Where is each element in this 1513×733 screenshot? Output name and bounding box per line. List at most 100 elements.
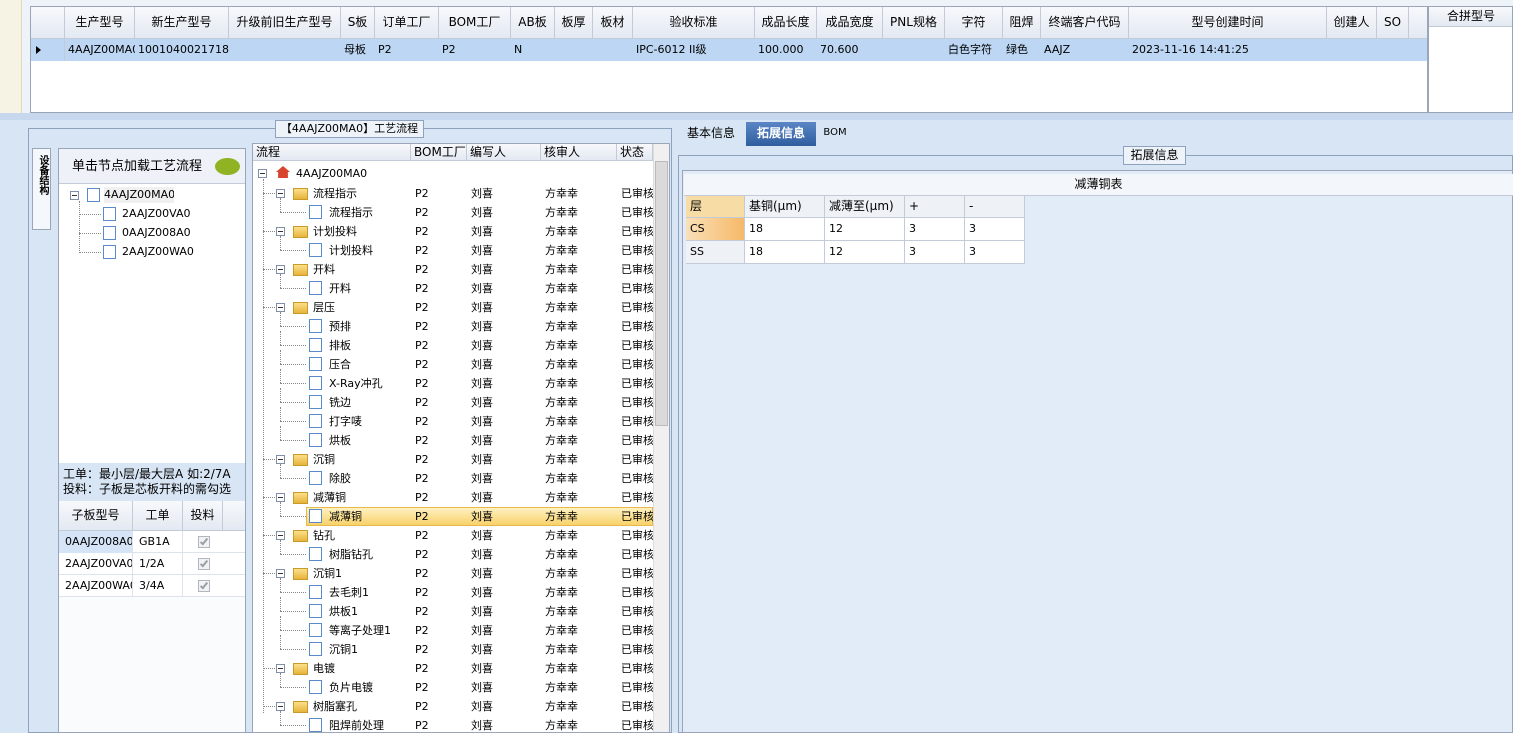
flow-node-label: 电镀 <box>313 662 335 675</box>
expand-box[interactable] <box>276 455 285 464</box>
sub-table-header[interactable]: 子板型号 <box>59 501 133 531</box>
tree-root[interactable]: 4AAJZ00MA0 <box>104 187 174 203</box>
flow-cell: 已审核 <box>621 529 653 542</box>
table-cell[interactable]: 3 <box>965 241 1025 264</box>
column-header[interactable]: BOM工厂 <box>439 7 511 39</box>
sub-table-header[interactable]: 投料 <box>183 501 223 531</box>
column-header[interactable]: 型号创建时间 <box>1129 7 1327 39</box>
flow-cell: 刘喜 <box>471 453 493 466</box>
table-cell[interactable]: 3 <box>905 218 965 241</box>
flow-node-label: 沉铜1 <box>329 643 358 656</box>
column-header[interactable]: 终端客户代码 <box>1041 7 1129 39</box>
flow-column-header[interactable]: 核审人 <box>541 144 617 161</box>
hint-bubble <box>215 158 240 175</box>
column-header[interactable]: AB板 <box>511 7 555 39</box>
table-cell[interactable]: 12 <box>825 241 905 264</box>
table-header[interactable]: 层 <box>686 196 745 218</box>
flow-group-title: 【4AAJZ00MA0】工艺流程 <box>275 120 424 138</box>
table-cell[interactable]: 18 <box>745 218 825 241</box>
column-header[interactable]: 阻焊 <box>1003 7 1041 39</box>
flow-cell: 刘喜 <box>471 377 493 390</box>
column-header[interactable]: 成品宽度 <box>817 7 883 39</box>
scrollbar-thumb[interactable] <box>655 161 668 426</box>
flow-node-label: 除胶 <box>329 472 351 485</box>
row-header-corner <box>31 7 65 39</box>
sub-table-cell: 0AAJZ008A0 <box>59 531 133 553</box>
expand-box[interactable] <box>276 303 285 312</box>
column-header[interactable]: 板厚 <box>555 7 593 39</box>
column-header[interactable]: 订单工厂 <box>375 7 439 39</box>
flow-cell: 已审核 <box>621 377 653 390</box>
document-icon <box>309 376 322 390</box>
flow-column-header[interactable]: 状态 <box>617 144 653 161</box>
sub-table-checkbox[interactable] <box>198 558 210 570</box>
column-header[interactable]: 生产型号 <box>65 7 135 39</box>
expand-box[interactable] <box>276 493 285 502</box>
flow-column-header[interactable]: 编写人 <box>467 144 541 161</box>
flow-cell: 已审核 <box>621 700 653 713</box>
tree-line <box>280 611 306 612</box>
flow-node-label: 铣边 <box>329 396 351 409</box>
expand-box[interactable] <box>258 169 267 178</box>
expand-minus <box>260 173 265 174</box>
column-header[interactable]: 创建人 <box>1327 7 1377 39</box>
table-cell[interactable]: 3 <box>965 218 1025 241</box>
sub-table-header-filler <box>223 501 245 531</box>
expand-box[interactable] <box>276 265 285 274</box>
table-cell[interactable]: 12 <box>825 218 905 241</box>
table-header[interactable]: 基铜(μm) <box>745 196 825 218</box>
column-header[interactable]: S板 <box>341 7 375 39</box>
tree-line <box>280 478 306 479</box>
flow-column-header[interactable]: BOM工厂 <box>411 144 467 161</box>
side-tab[interactable]: 设备结构 <box>32 148 51 230</box>
detail-tab[interactable]: BOM <box>823 127 847 138</box>
tree-node[interactable]: 2AAJZ00VA0 <box>122 207 191 220</box>
tree-node[interactable]: 2AAJZ00WA0 <box>122 245 194 258</box>
flow-node-label: 流程指示 <box>329 206 373 219</box>
column-header[interactable]: 板材 <box>593 7 633 39</box>
column-header[interactable]: PNL规格 <box>883 7 945 39</box>
flow-cell: P2 <box>415 206 429 219</box>
column-header[interactable]: SO <box>1377 7 1409 39</box>
expand-box[interactable] <box>276 569 285 578</box>
selected-row[interactable] <box>306 507 653 526</box>
flow-column-header[interactable]: 流程 <box>253 144 411 161</box>
grid-row[interactable] <box>65 39 1427 61</box>
table-cell[interactable]: 18 <box>745 241 825 264</box>
flow-node-label: 减薄铜 <box>329 510 362 523</box>
table-cell[interactable]: SS <box>686 241 745 264</box>
column-header[interactable]: 升级前旧生产型号 <box>229 7 341 39</box>
table-header[interactable]: 减薄至(μm) <box>825 196 905 218</box>
tree-node[interactable]: 0AAJZ008A0 <box>122 226 191 239</box>
expand-box[interactable] <box>70 191 79 200</box>
tree-line <box>280 502 281 516</box>
column-header[interactable]: 验收标准 <box>633 7 755 39</box>
expand-box[interactable] <box>276 189 285 198</box>
table-cell[interactable]: CS <box>686 218 745 241</box>
column-header[interactable]: 成品长度 <box>755 7 817 39</box>
table-cell[interactable]: 3 <box>905 241 965 264</box>
detail-tab[interactable]: 基本信息 <box>686 126 735 140</box>
table-header[interactable]: - <box>965 196 1025 218</box>
expand-box[interactable] <box>276 664 285 673</box>
expand-box[interactable] <box>276 702 285 711</box>
sub-table-checkbox[interactable] <box>198 580 210 592</box>
detail-tab[interactable]: 拓展信息 <box>746 122 816 146</box>
sub-table-cell: 1/2A <box>133 553 183 575</box>
tree-line <box>280 383 306 384</box>
expand-box[interactable] <box>276 227 285 236</box>
column-header[interactable]: 新生产型号 <box>135 7 229 39</box>
folder-icon <box>293 663 308 675</box>
column-header[interactable]: 字符 <box>945 7 1003 39</box>
flow-node-label: 开料 <box>329 282 351 295</box>
sub-table-checkbox[interactable] <box>198 536 210 548</box>
flow-cell: 方幸幸 <box>545 434 578 447</box>
flow-cell: 刘喜 <box>471 605 493 618</box>
flow-root[interactable]: 4AAJZ00MA0 <box>296 167 368 180</box>
tree-line <box>280 369 281 383</box>
sub-table-header[interactable]: 工单 <box>133 501 183 531</box>
flow-cell: 刘喜 <box>471 681 493 694</box>
document-icon <box>309 585 322 599</box>
table-header[interactable]: + <box>905 196 965 218</box>
expand-box[interactable] <box>276 531 285 540</box>
